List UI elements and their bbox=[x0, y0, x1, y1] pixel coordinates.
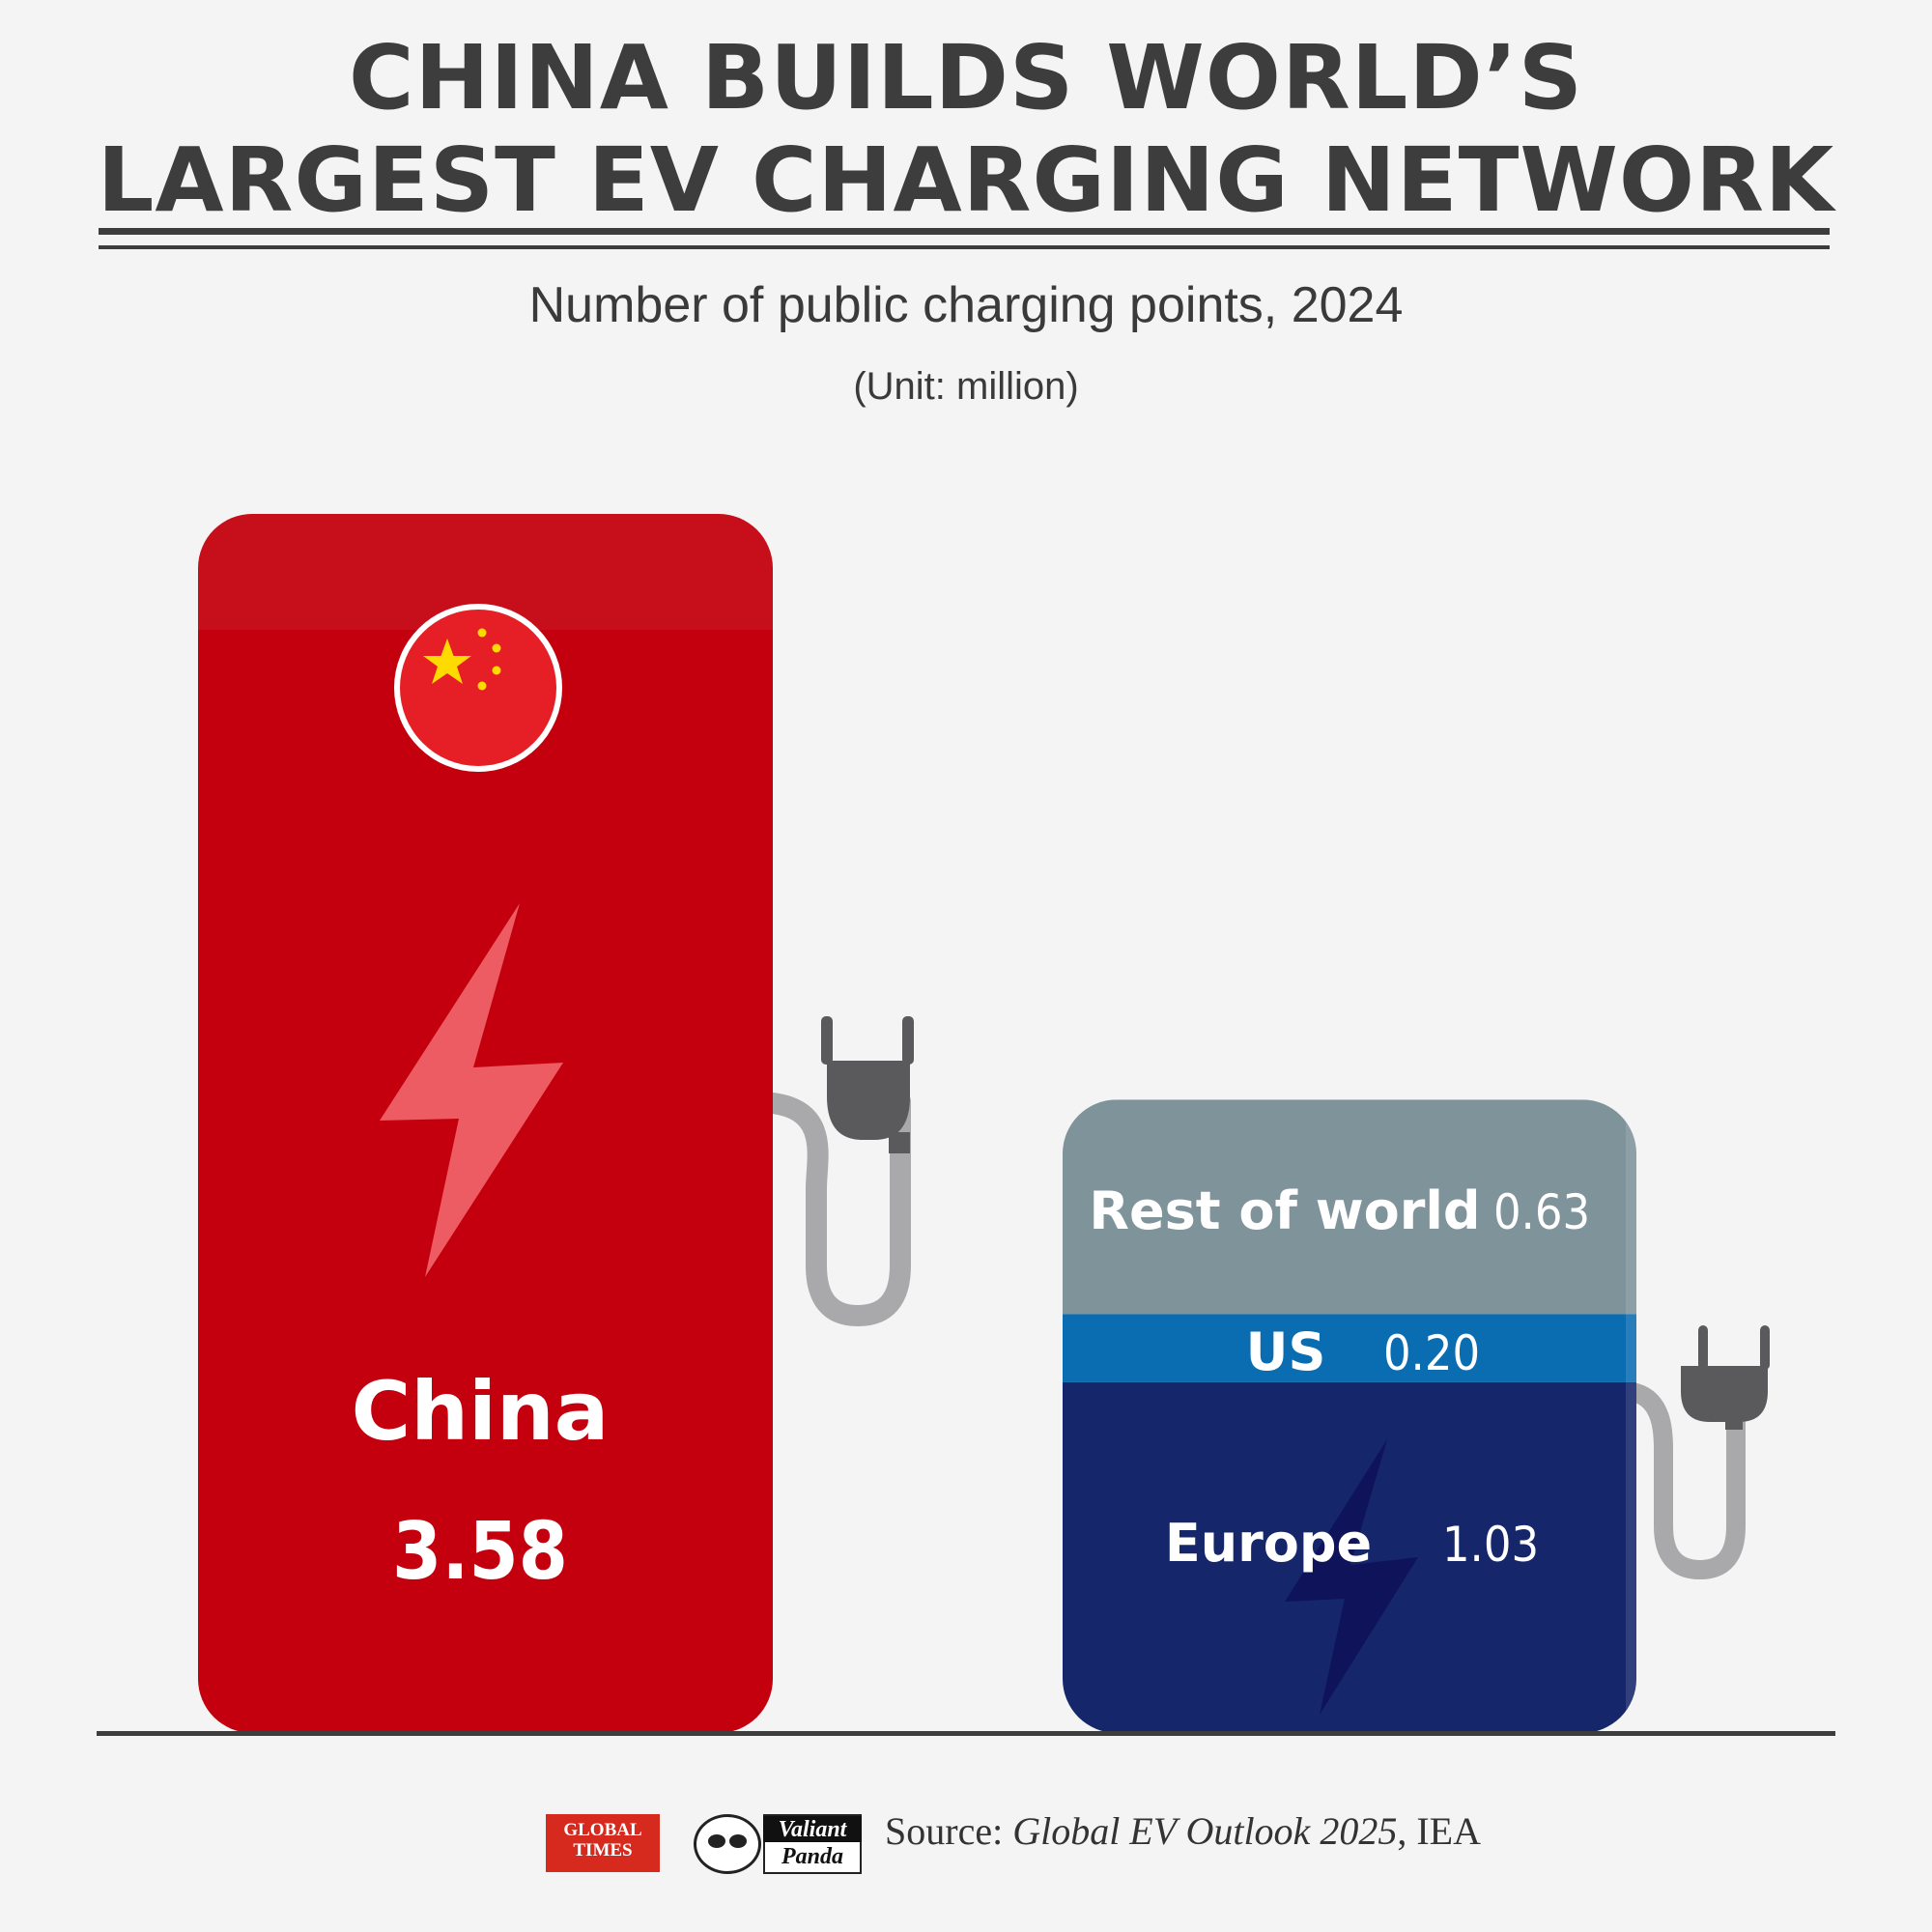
source-title: Global EV Outlook 2025 bbox=[1012, 1809, 1398, 1853]
global-times-logo: GLOBAL TIMES bbox=[546, 1814, 660, 1872]
china-label: China bbox=[352, 1364, 610, 1459]
europe-label: Europe bbox=[1165, 1513, 1372, 1574]
valiant-panda-logo: Valiant Panda bbox=[694, 1810, 866, 1878]
x-axis-baseline bbox=[97, 1731, 1835, 1736]
global-times-logo-line1: GLOBAL bbox=[563, 1820, 642, 1840]
chart-title: CHINA BUILDS WORLD’S LARGEST EV CHARGING… bbox=[0, 27, 1932, 232]
bar-segment-rest-of-world bbox=[1063, 1099, 1636, 1315]
lightning-bolt-icon bbox=[380, 903, 563, 1277]
plug-icon bbox=[821, 1016, 914, 1153]
title-divider-thin bbox=[99, 245, 1830, 249]
valiant-panda-wordmark: Valiant Panda bbox=[763, 1814, 862, 1874]
unit-label: (Unit: million) bbox=[853, 365, 1079, 408]
stack-plug-cable bbox=[1627, 1325, 1770, 1580]
stack-cable bbox=[1627, 1383, 1746, 1580]
bar-segment-us bbox=[1063, 1314, 1636, 1382]
global-times-logo-line2: TIMES bbox=[573, 1840, 633, 1861]
source-note: Source: Global EV Outlook 2025, IEA bbox=[885, 1808, 1481, 1854]
rest-of-world-label: Rest of world bbox=[1089, 1180, 1480, 1241]
chart-subtitle: Number of public charging points, 2024 bbox=[528, 277, 1404, 333]
europe-value: 1.03 bbox=[1442, 1517, 1539, 1573]
us-label: US bbox=[1246, 1321, 1326, 1382]
stack-edge-highlight bbox=[1626, 1111, 1636, 1733]
china-plug-cable bbox=[762, 1016, 914, 1327]
china-cable bbox=[762, 1091, 911, 1327]
title-divider-thick bbox=[99, 228, 1830, 235]
panda-face-icon bbox=[694, 1814, 761, 1874]
china-flag-icon bbox=[394, 604, 562, 772]
title-line-1: CHINA BUILDS WORLD’S bbox=[348, 26, 1584, 129]
valiant-text: Valiant bbox=[763, 1816, 862, 1842]
panda-text: Panda bbox=[781, 1844, 843, 1869]
stacked-bar-group bbox=[1063, 1099, 1636, 1733]
source-suffix: , IEA bbox=[1397, 1809, 1481, 1853]
lightning-bolt-icon bbox=[1285, 1439, 1418, 1715]
title-line-2: LARGEST EV CHARGING NETWORK bbox=[97, 128, 1835, 232]
rest-of-world-value: 0.63 bbox=[1493, 1184, 1590, 1240]
us-value: 0.20 bbox=[1383, 1325, 1480, 1381]
source-prefix: Source: bbox=[885, 1809, 1013, 1853]
china-value: 3.58 bbox=[392, 1506, 568, 1598]
plug-icon bbox=[1681, 1325, 1770, 1430]
